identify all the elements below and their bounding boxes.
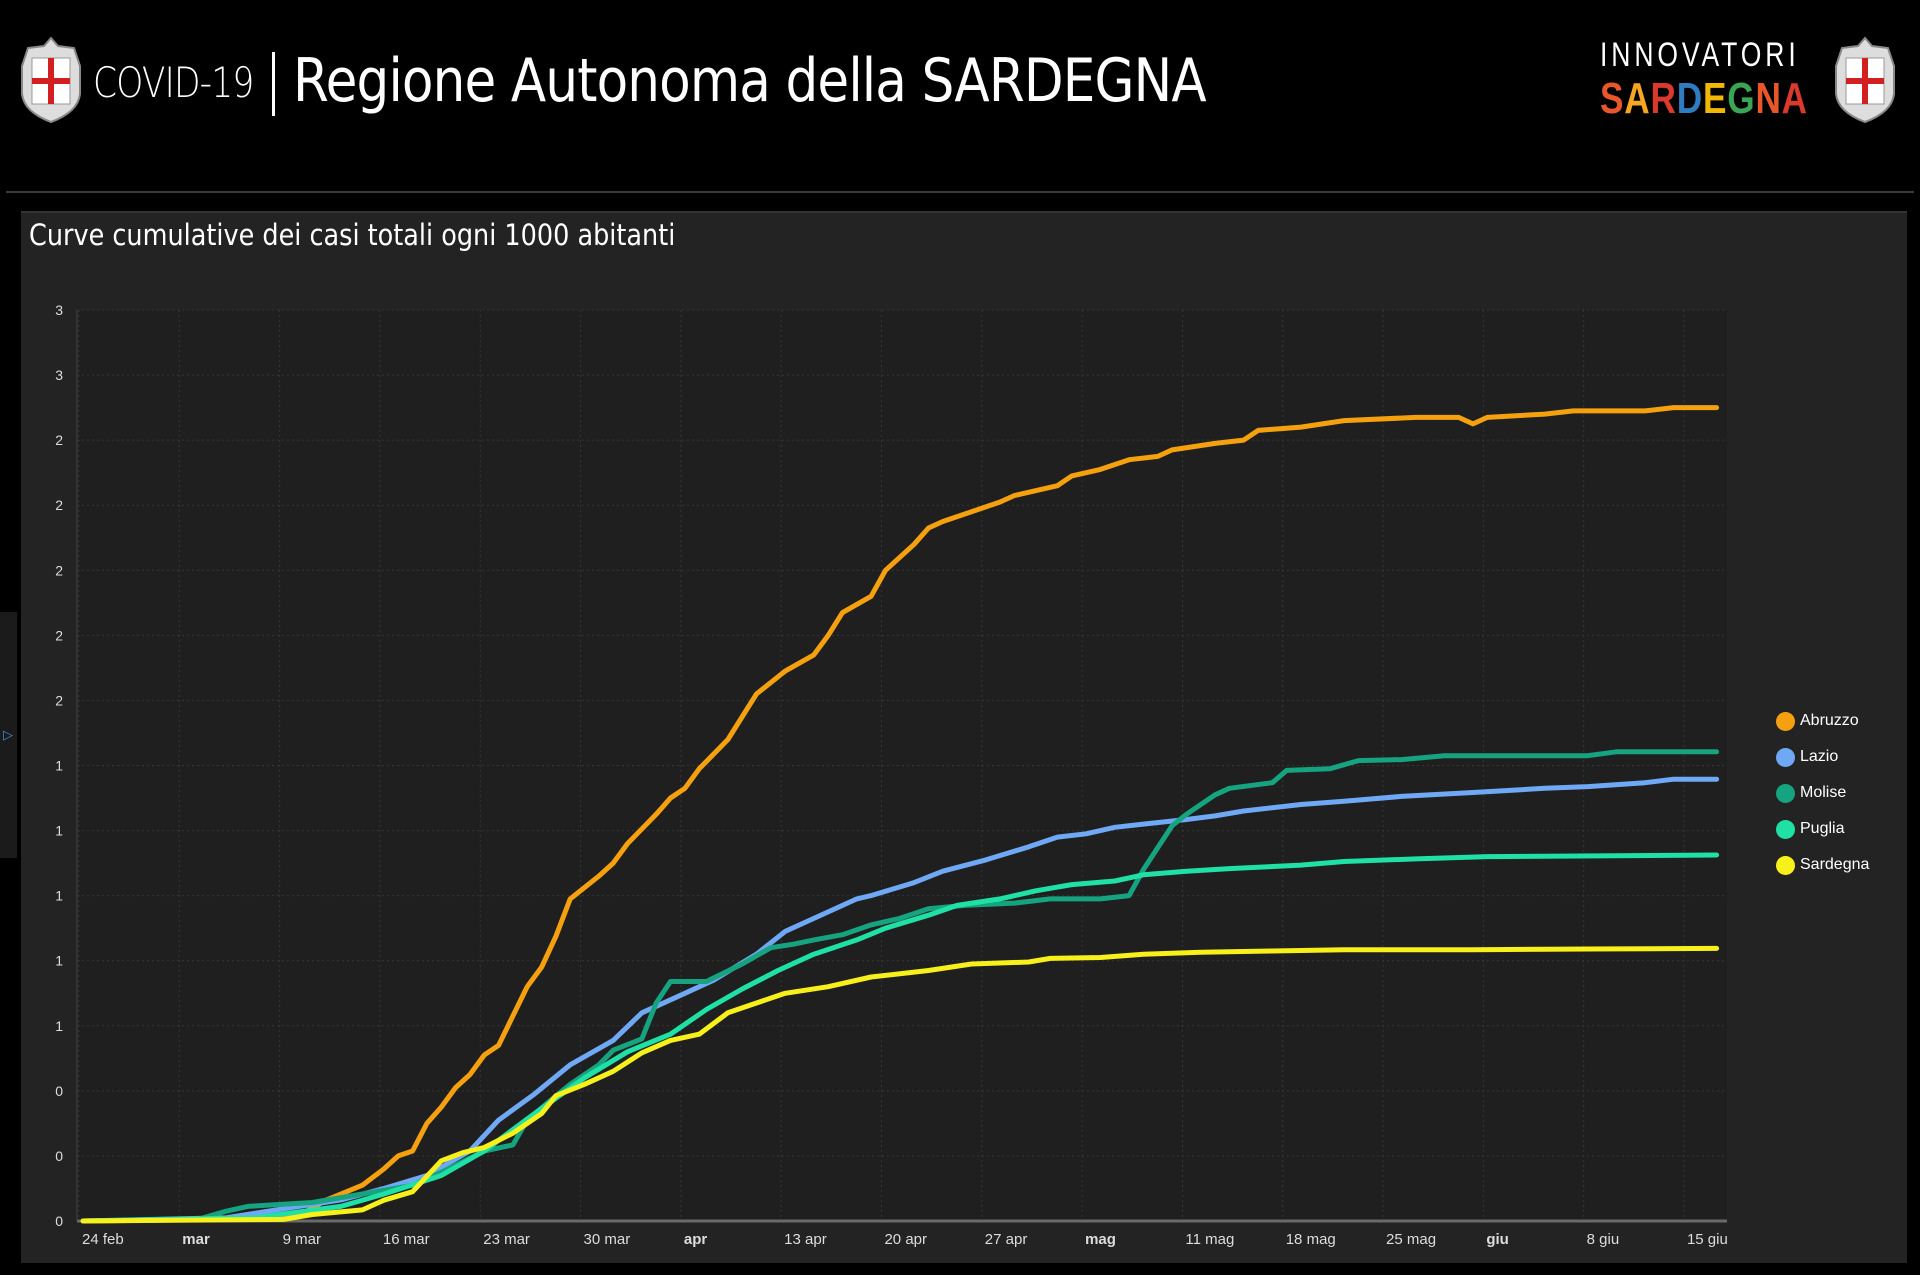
y-tick-label: 1 [55, 823, 63, 839]
logo-letter: D [1676, 74, 1703, 123]
logo-letter: A [1781, 74, 1808, 123]
legend-label: Sardegna [1800, 856, 1870, 873]
x-tick-label: mar [182, 1231, 210, 1248]
chart-title: Curve cumulative dei casi totali ogni 10… [29, 218, 676, 252]
y-tick-label: 0 [55, 1148, 63, 1164]
series-line-sardegna [80, 945, 1720, 1224]
legend-label: Puglia [1800, 820, 1845, 837]
sardinia-crest-icon [1835, 36, 1895, 124]
x-tick-label: 24 feb [82, 1231, 124, 1248]
sardinia-crest-icon [21, 36, 81, 124]
x-tick-label: mag [1085, 1231, 1116, 1248]
y-tick-label: 1 [55, 953, 63, 969]
y-tick-label: 2 [55, 627, 63, 643]
legend-dot-icon [1776, 711, 1795, 731]
x-tick-label: giu [1486, 1231, 1509, 1248]
title-separator [272, 52, 275, 116]
x-tick-label: 27 apr [985, 1231, 1028, 1248]
logo-letter: G [1727, 74, 1756, 123]
legend-item-lazio[interactable]: Lazio [1776, 739, 1869, 775]
logo-letter: S [1600, 74, 1625, 123]
covid-label: COVID-19 [93, 58, 254, 107]
x-tick-label: 23 mar [483, 1231, 530, 1248]
legend-label: Lazio [1800, 748, 1839, 765]
y-tick-label: 3 [55, 302, 63, 318]
side-panel-toggle[interactable]: ▷ [0, 612, 17, 858]
y-tick-label: 2 [55, 497, 63, 513]
x-tick-label: 8 giu [1587, 1231, 1620, 1248]
logo-letter: E [1702, 74, 1728, 123]
legend-dot-icon [1776, 783, 1795, 803]
series-line-lazio [80, 776, 1720, 1224]
y-tick-label: 2 [55, 432, 63, 448]
page-title: Regione Autonoma della SARDEGNA [293, 46, 1207, 116]
legend-label: Abruzzo [1800, 712, 1859, 729]
y-tick-label: 1 [55, 758, 63, 774]
y-tick-label: 3 [55, 367, 63, 383]
series-line-puglia [80, 852, 1720, 1224]
x-tick-label: 30 mar [584, 1231, 631, 1248]
chart-legend: Abruzzo Lazio Molise Puglia Sardegna [1776, 703, 1869, 883]
logo-letter: A [1624, 74, 1651, 123]
header-divider [6, 191, 1914, 193]
logo-innovatori: INNOVATORI [1600, 36, 1800, 74]
legend-item-abruzzo[interactable]: Abruzzo [1776, 703, 1869, 739]
legend-dot-icon [1776, 747, 1795, 767]
x-tick-label: apr [684, 1231, 708, 1248]
x-tick-label: 11 mag [1185, 1231, 1234, 1248]
y-tick-label: 1 [55, 888, 63, 904]
legend-item-molise[interactable]: Molise [1776, 775, 1869, 811]
legend-item-sardegna[interactable]: Sardegna [1776, 847, 1869, 883]
logo-sardegna: SARDEGNA [1600, 74, 1808, 124]
y-tick-label: 2 [55, 562, 63, 578]
series-line-abruzzo [80, 405, 1720, 1224]
x-tick-label: 25 mag [1386, 1231, 1436, 1248]
x-tick-label: 16 mar [383, 1231, 430, 1248]
expand-arrow-icon: ▷ [3, 727, 13, 742]
x-tick-label: 13 apr [784, 1231, 827, 1248]
x-tick-label: 18 mag [1286, 1231, 1336, 1248]
logo-letter: R [1650, 74, 1677, 123]
y-tick-label: 2 [55, 692, 63, 708]
y-tick-label: 0 [55, 1083, 63, 1099]
legend-item-puglia[interactable]: Puglia [1776, 811, 1869, 847]
logo-letter: N [1755, 74, 1782, 123]
header: COVID-19 Regione Autonoma della SARDEGNA… [0, 0, 1920, 190]
legend-dot-icon [1776, 819, 1795, 839]
legend-dot-icon [1776, 855, 1795, 875]
y-tick-label: 0 [55, 1213, 63, 1229]
y-tick-label: 1 [55, 1018, 63, 1034]
x-tick-label: 20 apr [884, 1231, 927, 1248]
legend-label: Molise [1800, 784, 1847, 801]
x-tick-label: 15 giu [1687, 1231, 1728, 1248]
x-tick-label: 9 mar [283, 1231, 321, 1248]
